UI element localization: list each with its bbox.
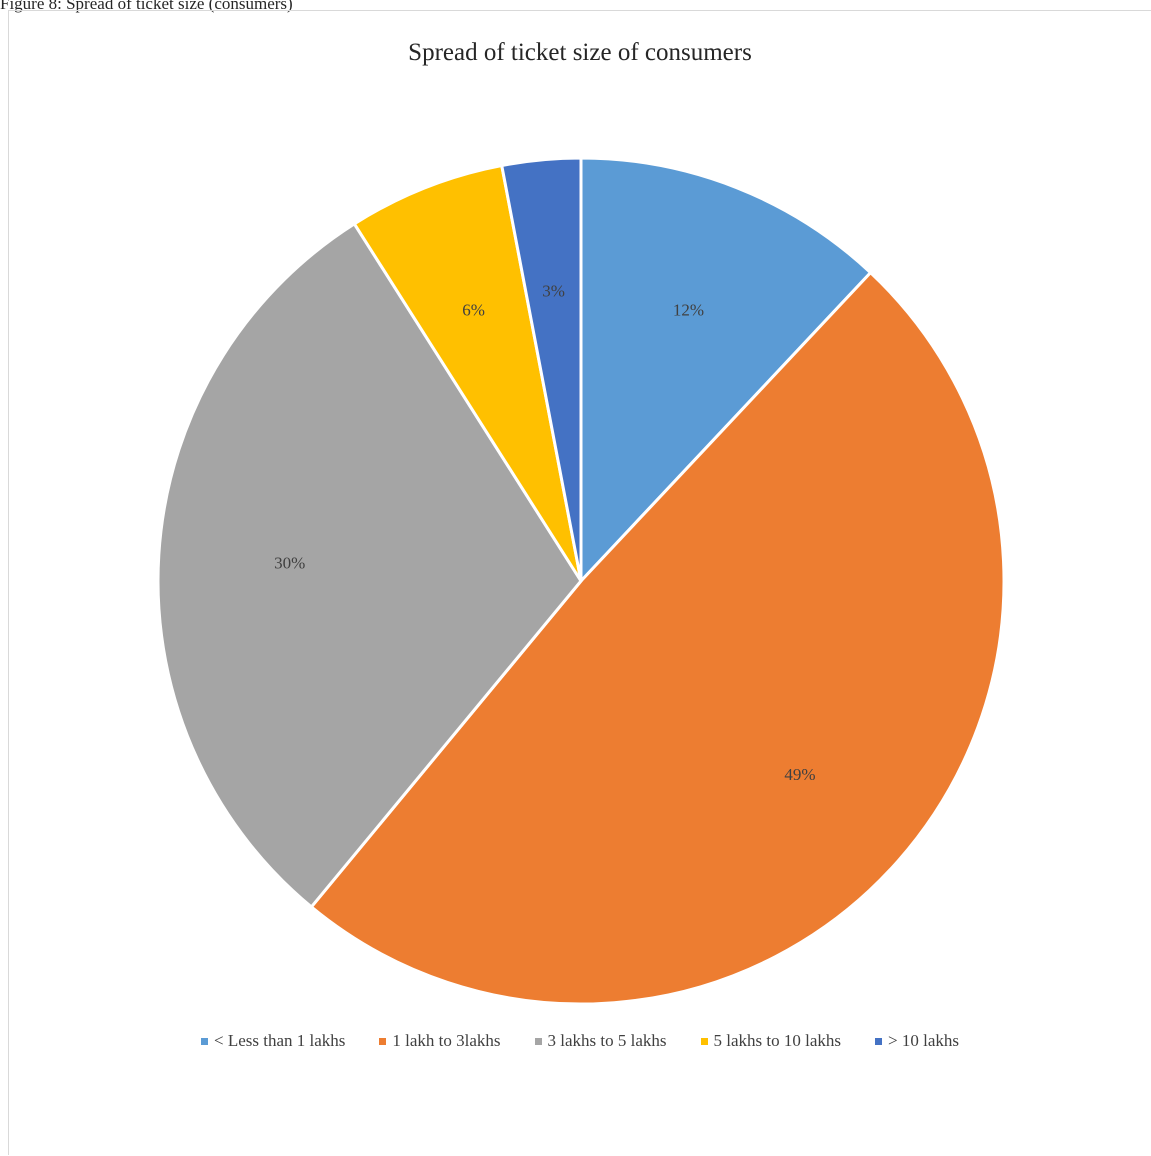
figure-caption: Figure 8: Spread of ticket size (consume… (0, 0, 293, 13)
legend-swatch-4 (875, 1037, 883, 1045)
legend-label-3: 5 lakhs to 10 lakhs (713, 1031, 842, 1050)
pie-chart: 12% 49% 30% 6% 3% (156, 156, 1006, 1006)
legend-swatch-1 (379, 1037, 387, 1045)
legend-item-2: 3 lakhs to 5 lakhs (534, 1031, 667, 1051)
legend-item-3: 5 lakhs to 10 lakhs (700, 1031, 842, 1051)
legend-label-4: > 10 lakhs (888, 1031, 960, 1050)
data-label-2: 30% (274, 554, 305, 573)
legend-swatch-0 (200, 1037, 208, 1045)
pie-slice-0 (579, 156, 873, 585)
legend-item-1: 1 lakh to 3lakhs (379, 1031, 501, 1051)
legend-item-4: > 10 lakhs (875, 1031, 959, 1051)
data-label-0: 12% (673, 301, 704, 320)
pie-slice-2 (156, 221, 583, 910)
data-label-3: 6% (462, 301, 485, 320)
legend-item-0: < Less than 1 lakhs (200, 1031, 346, 1051)
data-label-1: 49% (784, 765, 815, 784)
legend-swatch-2 (534, 1037, 542, 1045)
legend-label-0: < Less than 1 lakhs (213, 1031, 346, 1050)
legend: < Less than 1 lakhs 1 lakh to 3lakhs 3 lak… (9, 1031, 1151, 1051)
legend-swatch-3 (700, 1037, 708, 1045)
legend-label-2: 3 lakhs to 5 lakhs (547, 1031, 667, 1050)
legend-label-1: 1 lakh to 3lakhs (392, 1031, 501, 1050)
pie-slice-1 (309, 270, 1006, 1006)
data-label-4: 3% (542, 281, 565, 300)
pie-slice-3 (352, 163, 583, 582)
pie-slice-4 (499, 156, 583, 582)
chart-frame: Spread of ticket size of consumers 12% 49… (8, 10, 1151, 1155)
chart-title: Spread of ticket size of consumers (408, 39, 752, 66)
